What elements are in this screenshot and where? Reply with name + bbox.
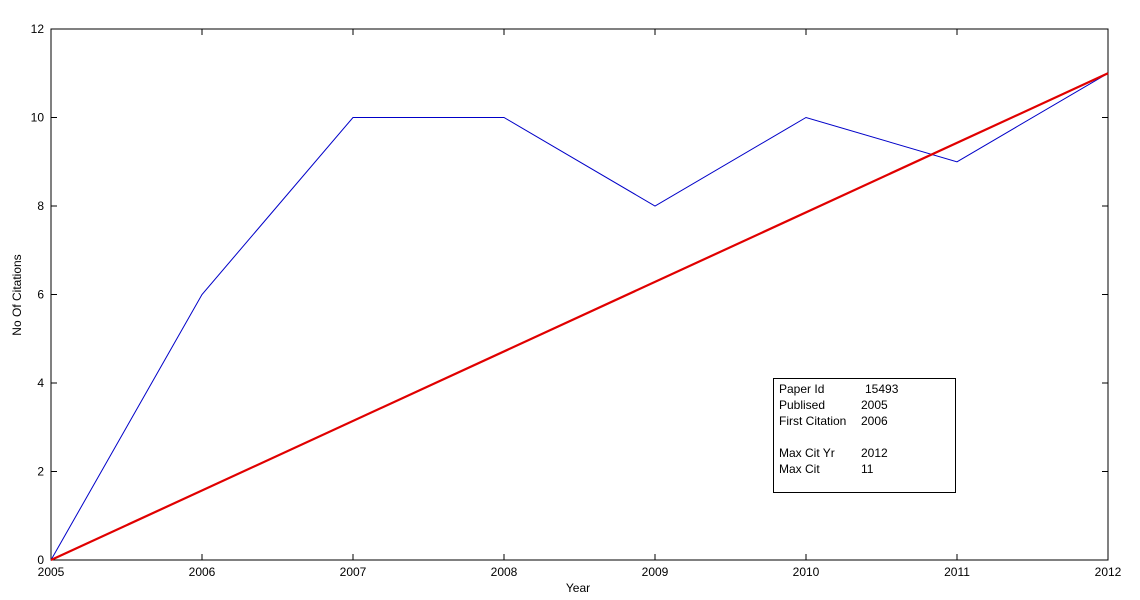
- x-tick-label: 2009: [642, 565, 669, 579]
- max-cit-yr-label: Max Cit Yr: [779, 446, 835, 460]
- y-tick-label: 6: [37, 288, 44, 302]
- paper-id-value: 15493: [865, 382, 899, 396]
- y-tick-label: 8: [37, 199, 44, 213]
- x-tick-label: 2012: [1095, 565, 1122, 579]
- y-tick-label: 12: [31, 22, 45, 36]
- y-tick-label: 4: [37, 376, 44, 390]
- info-row-first-citation: First Citation 2006: [779, 413, 955, 429]
- x-axis: 2005 2006 2007 2008 2009 2010 2011 2012: [38, 29, 1122, 579]
- x-tick-label: 2007: [340, 565, 367, 579]
- x-tick-label: 2006: [189, 565, 216, 579]
- info-row-paper-id: Paper Id 15493: [779, 381, 955, 397]
- max-cit-value: 11: [861, 462, 874, 476]
- trend-line: [50, 72, 1109, 561]
- first-citation-value: 2006: [861, 414, 888, 428]
- y-axis: 0 2 4 6 8 10 12: [31, 22, 1108, 567]
- x-tick-label: 2005: [38, 565, 65, 579]
- y-tick-label: 2: [37, 465, 44, 479]
- y-tick-label: 0: [37, 553, 44, 567]
- published-label: Publised: [779, 398, 826, 412]
- y-tick-label: 10: [31, 111, 45, 125]
- max-cit-yr-value: 2012: [861, 446, 888, 460]
- x-tick-label: 2008: [491, 565, 518, 579]
- info-row-max-cit: Max Cit 11: [779, 461, 955, 477]
- info-row-published: Publised 2005: [779, 397, 955, 413]
- series-layer: [50, 72, 1109, 561]
- info-spacer: [779, 429, 955, 445]
- x-tick-label: 2011: [944, 565, 970, 579]
- max-cit-label: Max Cit: [779, 462, 820, 476]
- paper-id-label: Paper Id: [779, 382, 825, 396]
- x-axis-label: Year: [566, 581, 590, 595]
- info-row-max-cit-yr: Max Cit Yr 2012: [779, 445, 955, 461]
- x-tick-label: 2010: [793, 565, 820, 579]
- published-value: 2005: [861, 398, 888, 412]
- y-axis-label: No Of Citations: [10, 254, 24, 335]
- first-citation-label: First Citation: [779, 414, 847, 428]
- paper-info-box: Paper Id 15493 Publised 2005 First Citat…: [773, 378, 956, 493]
